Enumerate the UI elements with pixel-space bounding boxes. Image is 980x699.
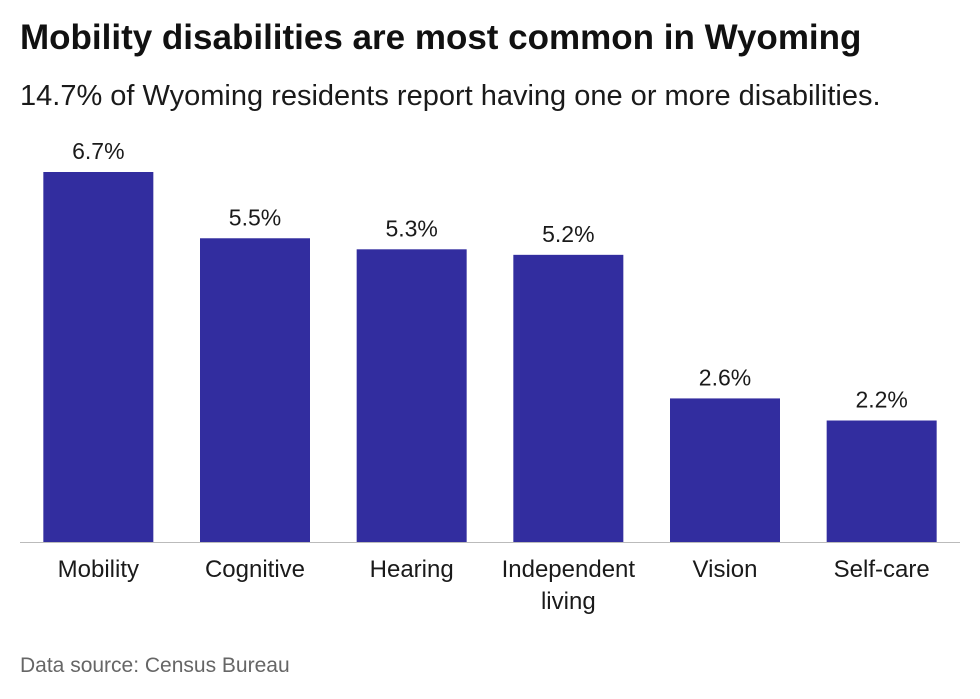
- value-label: 2.2%: [855, 387, 907, 413]
- bar-cognitive: [200, 238, 310, 542]
- category-label: Mobility: [58, 556, 139, 583]
- bar-hearing: [356, 249, 467, 543]
- value-label: 5.3%: [385, 215, 437, 241]
- category-label: Self-care: [834, 556, 930, 583]
- bar-mobility: [43, 172, 154, 542]
- category-label: Cognitive: [205, 556, 305, 583]
- category-label: Vision: [693, 556, 758, 583]
- bar-vision: [670, 398, 780, 542]
- category-label: Hearing: [370, 556, 454, 583]
- value-label: 2.6%: [699, 364, 751, 390]
- bar-self-care: [826, 420, 937, 542]
- category-label: living: [541, 588, 596, 615]
- data-source: Data source: Census Bureau: [20, 654, 290, 677]
- bar-independent-living: [513, 254, 624, 542]
- value-label: 5.2%: [542, 221, 594, 247]
- category-label: Independent: [502, 556, 636, 583]
- value-label: 5.5%: [229, 204, 281, 230]
- chart-subtitle: 14.7% of Wyoming residents report having…: [20, 80, 881, 112]
- value-label: 6.7%: [72, 138, 124, 164]
- chart-title: Mobility disabilities are most common in…: [20, 18, 862, 57]
